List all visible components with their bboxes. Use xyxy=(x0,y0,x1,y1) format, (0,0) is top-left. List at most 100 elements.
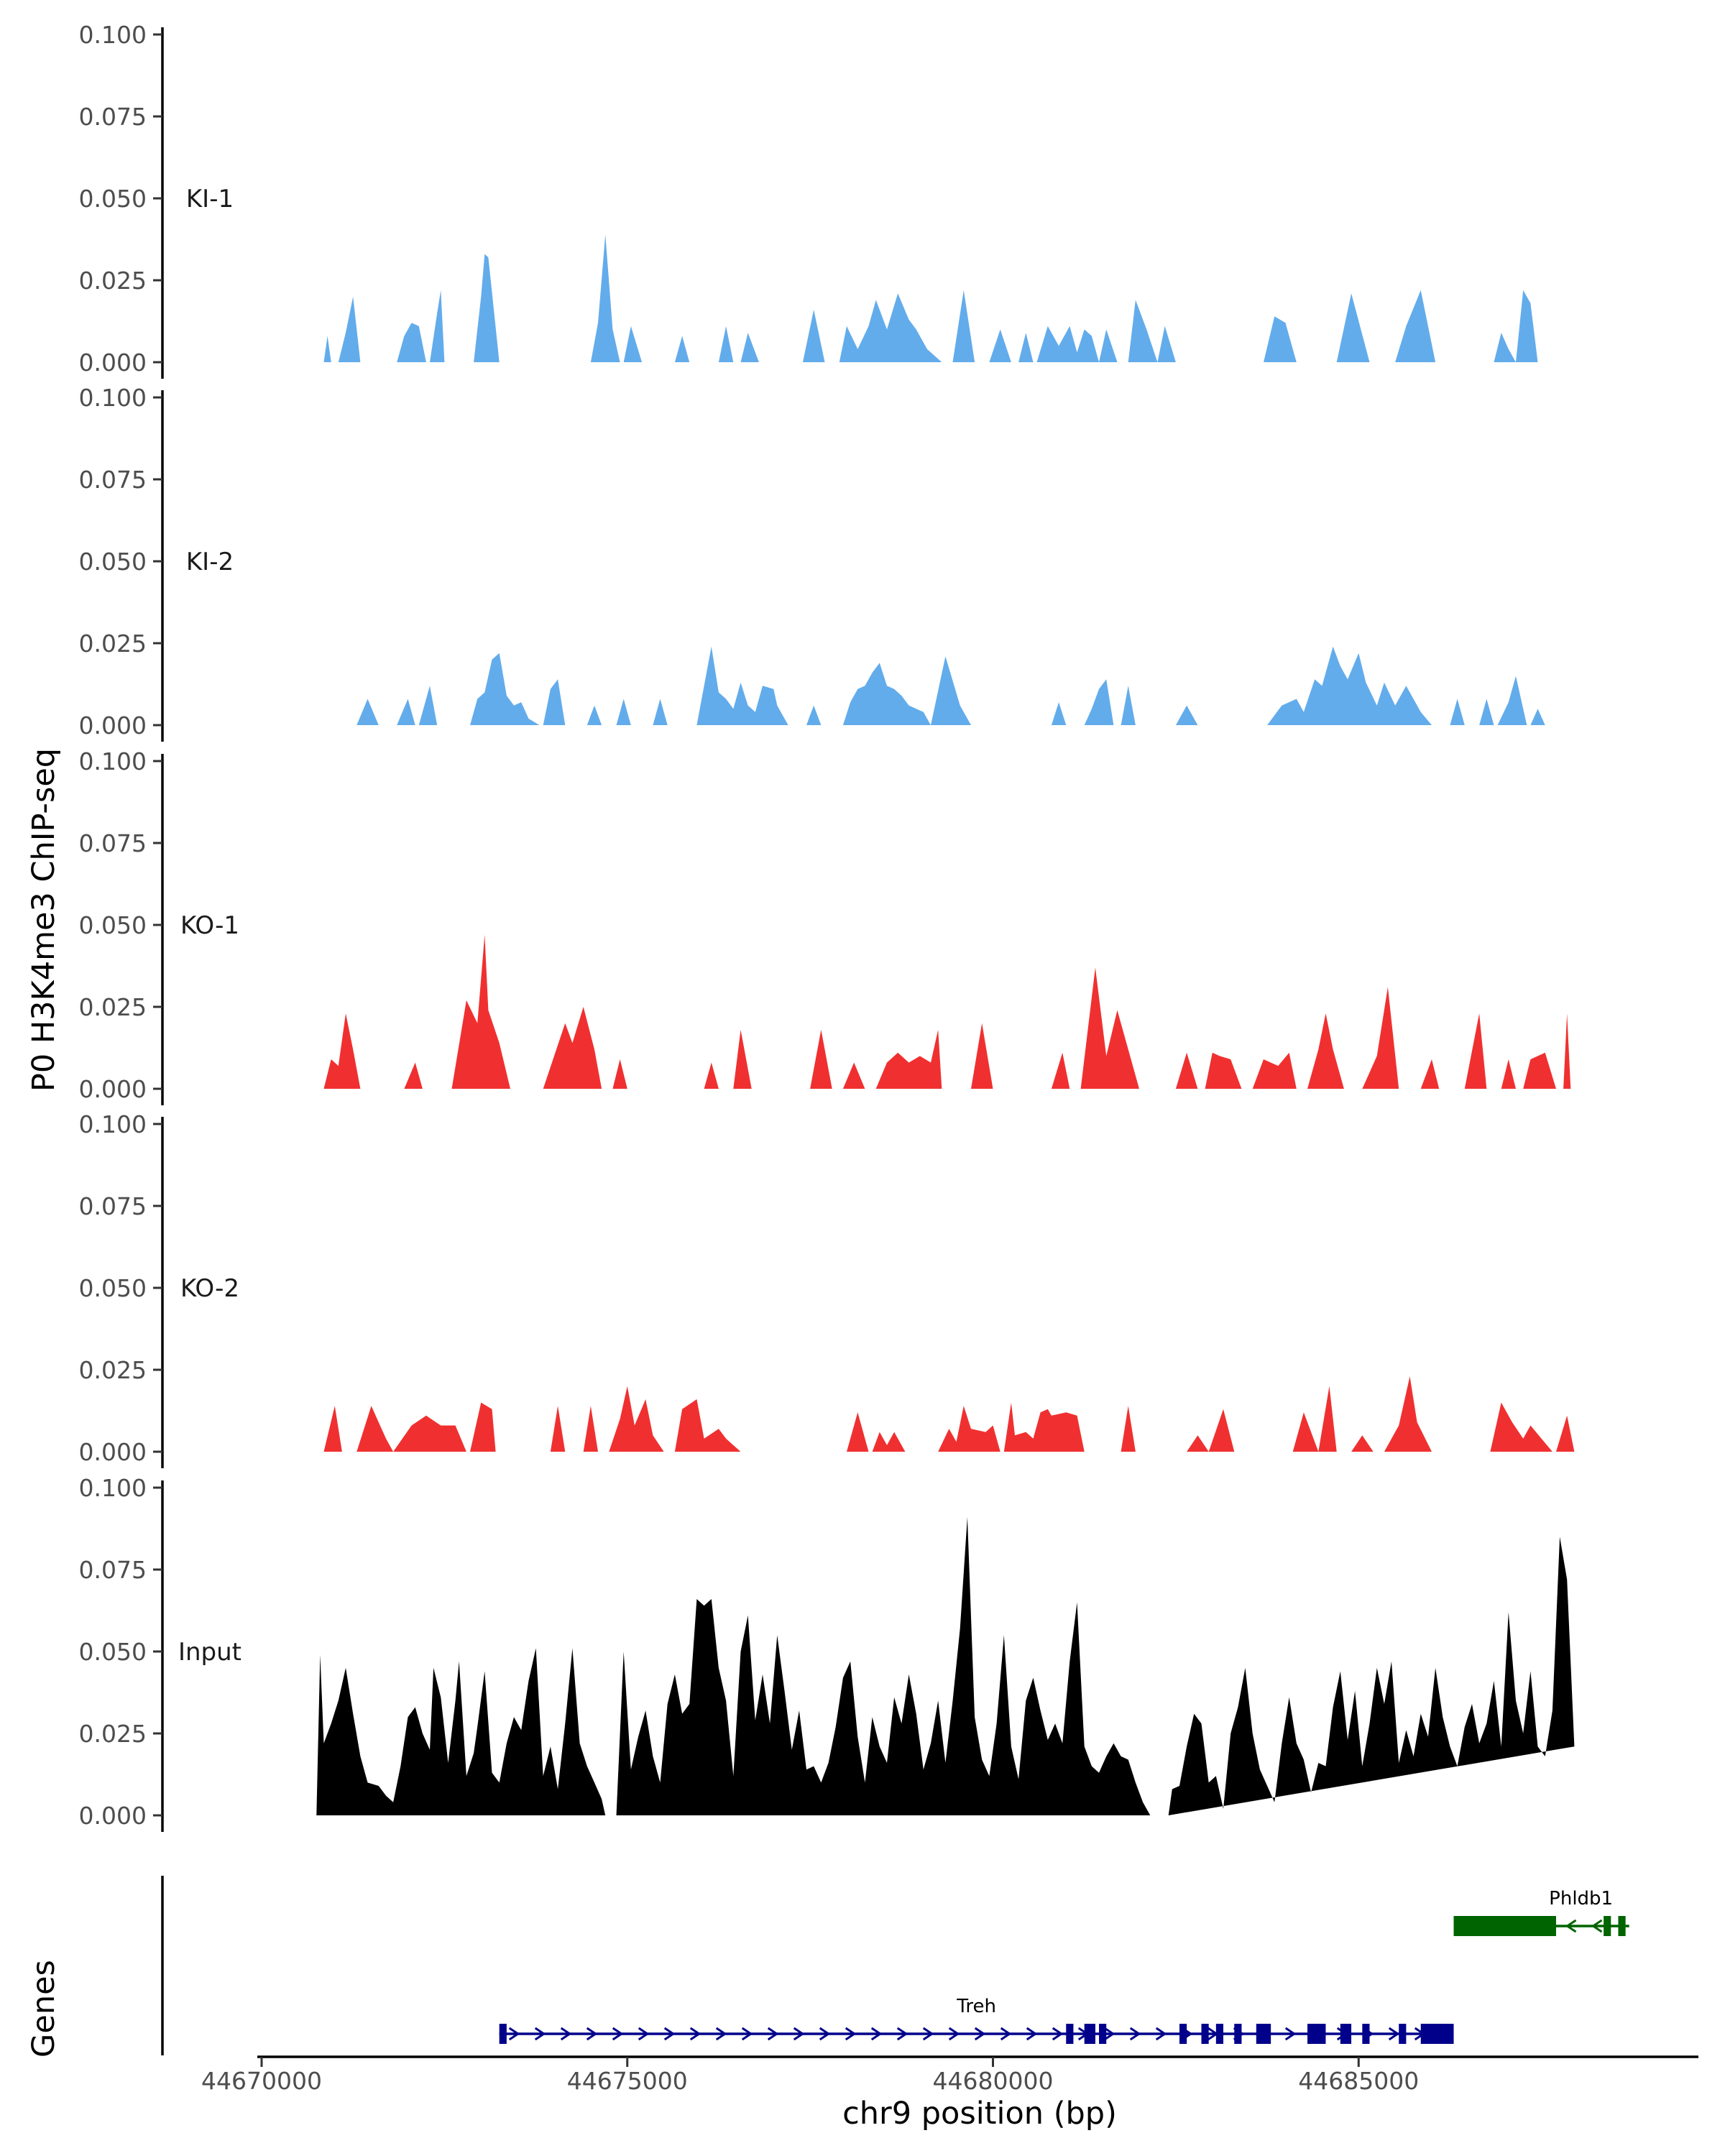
strand-chevron xyxy=(612,2027,624,2041)
y-tick-label: 0.000 xyxy=(79,1075,147,1103)
y-tick-label: 0.075 xyxy=(79,1556,147,1584)
strand-chevron xyxy=(870,2027,883,2041)
coverage-peak xyxy=(616,699,631,725)
coverage-peak xyxy=(418,686,438,725)
track-label: KO-2 xyxy=(180,1274,239,1303)
coverage-peak xyxy=(609,1386,664,1452)
gene-label: Phldb1 xyxy=(1549,1888,1613,1909)
coverage-peak xyxy=(1395,290,1436,362)
y-tick-label: 0.025 xyxy=(79,993,147,1021)
coverage-peak xyxy=(1267,646,1432,725)
coverage-peak xyxy=(1420,1059,1440,1089)
gene-exon xyxy=(499,2024,507,2044)
y-tick-label: 0.000 xyxy=(79,711,147,740)
coverage-peak xyxy=(704,1062,719,1089)
strand-chevron xyxy=(793,2027,805,2041)
coverage-peak xyxy=(1252,1052,1297,1089)
coverage-peak xyxy=(356,1406,394,1452)
x-tick-label: 44680000 xyxy=(933,2067,1054,2095)
coverage-peak xyxy=(1494,333,1516,362)
coverage-peak xyxy=(1501,1059,1516,1089)
coverage-peak xyxy=(718,326,734,362)
gene-exon xyxy=(1453,1916,1556,1936)
gene-exon xyxy=(1399,2024,1407,2044)
y-tick-label: 0.100 xyxy=(79,1110,147,1138)
y-tick-label: 0.050 xyxy=(79,1274,147,1302)
coverage-peak xyxy=(1018,333,1034,362)
coverage-peak xyxy=(1464,1013,1487,1089)
coverage-peak xyxy=(802,310,825,362)
coverage-peak xyxy=(1384,1376,1432,1452)
coverage-peak xyxy=(430,290,445,362)
strand-chevron xyxy=(715,2027,727,2041)
coverage-peak xyxy=(931,656,971,725)
gene-exon xyxy=(1084,2024,1095,2044)
coverage-peak xyxy=(1351,1435,1374,1452)
x-tick-label: 44675000 xyxy=(567,2067,688,2095)
y-tick-label: 0.075 xyxy=(79,103,147,131)
coverage-peak xyxy=(1497,676,1527,725)
coverage-peak xyxy=(1530,709,1545,725)
strand-chevron xyxy=(586,2027,598,2041)
coverage-peak xyxy=(875,1029,942,1089)
y-tick-label: 0.025 xyxy=(79,630,147,658)
coverage-peak xyxy=(474,254,500,362)
y-tick-label: 0.100 xyxy=(79,1474,147,1502)
coverage-peak xyxy=(1080,967,1139,1089)
coverage-peak xyxy=(316,1648,606,1815)
coverage-peak xyxy=(1205,1052,1242,1089)
x-axis: 44670000 44675000 44680000 44685000 xyxy=(201,2055,1698,2095)
coverage-peak xyxy=(451,934,510,1089)
coverage-peak xyxy=(470,1402,496,1452)
track-ki-2: 0.000 0.025 0.050 0.075 0.100 KI-2 xyxy=(79,384,1545,742)
gene-exon xyxy=(1179,2024,1187,2044)
gene-exon xyxy=(1340,2024,1352,2044)
coverage-peak xyxy=(586,705,602,725)
coverage-peak xyxy=(1450,699,1465,725)
coverage-peak xyxy=(1099,300,1158,362)
coverage-peak xyxy=(1187,1435,1209,1452)
coverage-peak xyxy=(842,663,931,725)
strand-chevron xyxy=(534,2027,546,2041)
gene-exon xyxy=(1604,1916,1611,1936)
coverage-peak xyxy=(839,293,942,362)
coverage-peak xyxy=(1318,1386,1337,1452)
coverage-peak xyxy=(1121,1406,1136,1452)
strand-chevron xyxy=(1565,1919,1577,1933)
coverage-peak xyxy=(740,333,759,362)
strand-chevron xyxy=(508,2027,520,2041)
y-tick-label: 0.100 xyxy=(79,21,147,49)
gene-treh: Treh xyxy=(499,1996,1454,2044)
y-tick-label: 0.100 xyxy=(79,384,147,412)
coverage-peak xyxy=(847,1412,869,1452)
track-input: 0.000 0.025 0.050 0.075 0.100 Input xyxy=(79,1474,1575,1832)
gene-label: Treh xyxy=(956,1996,996,2017)
coverage-peak xyxy=(806,705,822,725)
strand-chevron xyxy=(1129,2027,1141,2041)
strand-chevron xyxy=(819,2027,831,2041)
coverage-peak xyxy=(1175,1052,1198,1089)
coverage-peak xyxy=(393,1415,466,1452)
coverage-peak xyxy=(323,336,331,362)
coverage-peak xyxy=(1168,1537,1575,1815)
x-axis-title: chr9 position (bp) xyxy=(842,2096,1117,2132)
coverage-peak xyxy=(1563,1013,1571,1089)
coverage-peak xyxy=(1121,686,1136,725)
coverage-peak xyxy=(356,699,379,725)
coverage-peak xyxy=(653,699,668,725)
coverage-peak xyxy=(1307,1013,1344,1089)
strand-chevron xyxy=(1000,2027,1012,2041)
strand-chevron xyxy=(638,2027,650,2041)
track-ko-1: 0.000 0.025 0.050 0.075 0.100 KO-1 xyxy=(79,747,1571,1105)
coverage-peak xyxy=(1051,1052,1070,1089)
strand-chevron xyxy=(663,2027,676,2041)
y-tick-label: 0.050 xyxy=(79,911,147,939)
coverage-peak xyxy=(674,1399,741,1452)
coverage-peak xyxy=(1157,326,1176,362)
coverage-peak xyxy=(397,323,426,362)
coverage-peak xyxy=(971,1023,993,1089)
gene-exon xyxy=(1201,2024,1209,2044)
coverage-peak xyxy=(872,1432,906,1452)
coverage-peak xyxy=(543,1007,602,1089)
